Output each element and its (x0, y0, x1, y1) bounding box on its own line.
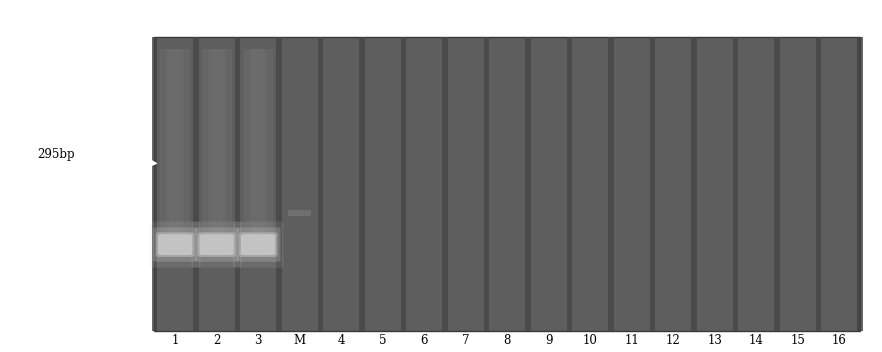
Bar (169, 49, 181, 235)
Bar (650, 37, 655, 331)
Text: 12: 12 (666, 334, 681, 347)
FancyBboxPatch shape (198, 232, 236, 257)
FancyBboxPatch shape (158, 234, 192, 255)
FancyBboxPatch shape (156, 232, 194, 257)
Text: 4: 4 (338, 334, 345, 347)
Text: M: M (294, 334, 306, 347)
Bar (733, 37, 738, 331)
Text: 2: 2 (213, 334, 220, 347)
Bar (202, 49, 232, 235)
Text: 7: 7 (462, 334, 469, 347)
Text: 6: 6 (421, 334, 428, 347)
Text: 295bp: 295bp (37, 149, 75, 161)
Bar (235, 37, 240, 331)
Bar (207, 49, 226, 235)
Text: 8: 8 (504, 334, 511, 347)
Bar (359, 37, 364, 331)
Text: 11: 11 (624, 334, 639, 347)
FancyBboxPatch shape (241, 234, 275, 255)
Bar (774, 37, 780, 331)
FancyBboxPatch shape (235, 227, 280, 262)
Text: 13: 13 (707, 334, 722, 347)
Bar (609, 37, 614, 331)
Text: 10: 10 (583, 334, 598, 347)
Bar (857, 37, 863, 331)
Bar (400, 37, 406, 331)
Bar (152, 37, 157, 331)
Bar (252, 49, 264, 235)
FancyBboxPatch shape (150, 222, 200, 268)
Bar (154, 37, 860, 331)
Text: 15: 15 (790, 334, 805, 347)
FancyBboxPatch shape (239, 232, 278, 257)
Bar (691, 37, 697, 331)
Text: 16: 16 (832, 334, 847, 347)
FancyBboxPatch shape (233, 222, 283, 268)
Bar (243, 49, 273, 235)
FancyBboxPatch shape (191, 222, 242, 268)
Bar (211, 49, 222, 235)
Text: 3: 3 (254, 334, 262, 347)
Text: 9: 9 (545, 334, 552, 347)
Bar (318, 37, 323, 331)
Text: 1: 1 (171, 334, 179, 347)
Bar (526, 37, 531, 331)
FancyBboxPatch shape (199, 234, 234, 255)
Bar (288, 210, 311, 216)
Bar (161, 49, 190, 235)
Bar (193, 37, 198, 331)
Bar (567, 37, 572, 331)
FancyBboxPatch shape (194, 227, 239, 262)
Text: 14: 14 (749, 334, 764, 347)
Bar (249, 49, 267, 235)
Bar (442, 37, 447, 331)
Bar (166, 49, 184, 235)
Text: 5: 5 (379, 334, 386, 347)
FancyBboxPatch shape (153, 227, 198, 262)
Bar (276, 37, 281, 331)
Bar (483, 37, 489, 331)
Bar (816, 37, 821, 331)
